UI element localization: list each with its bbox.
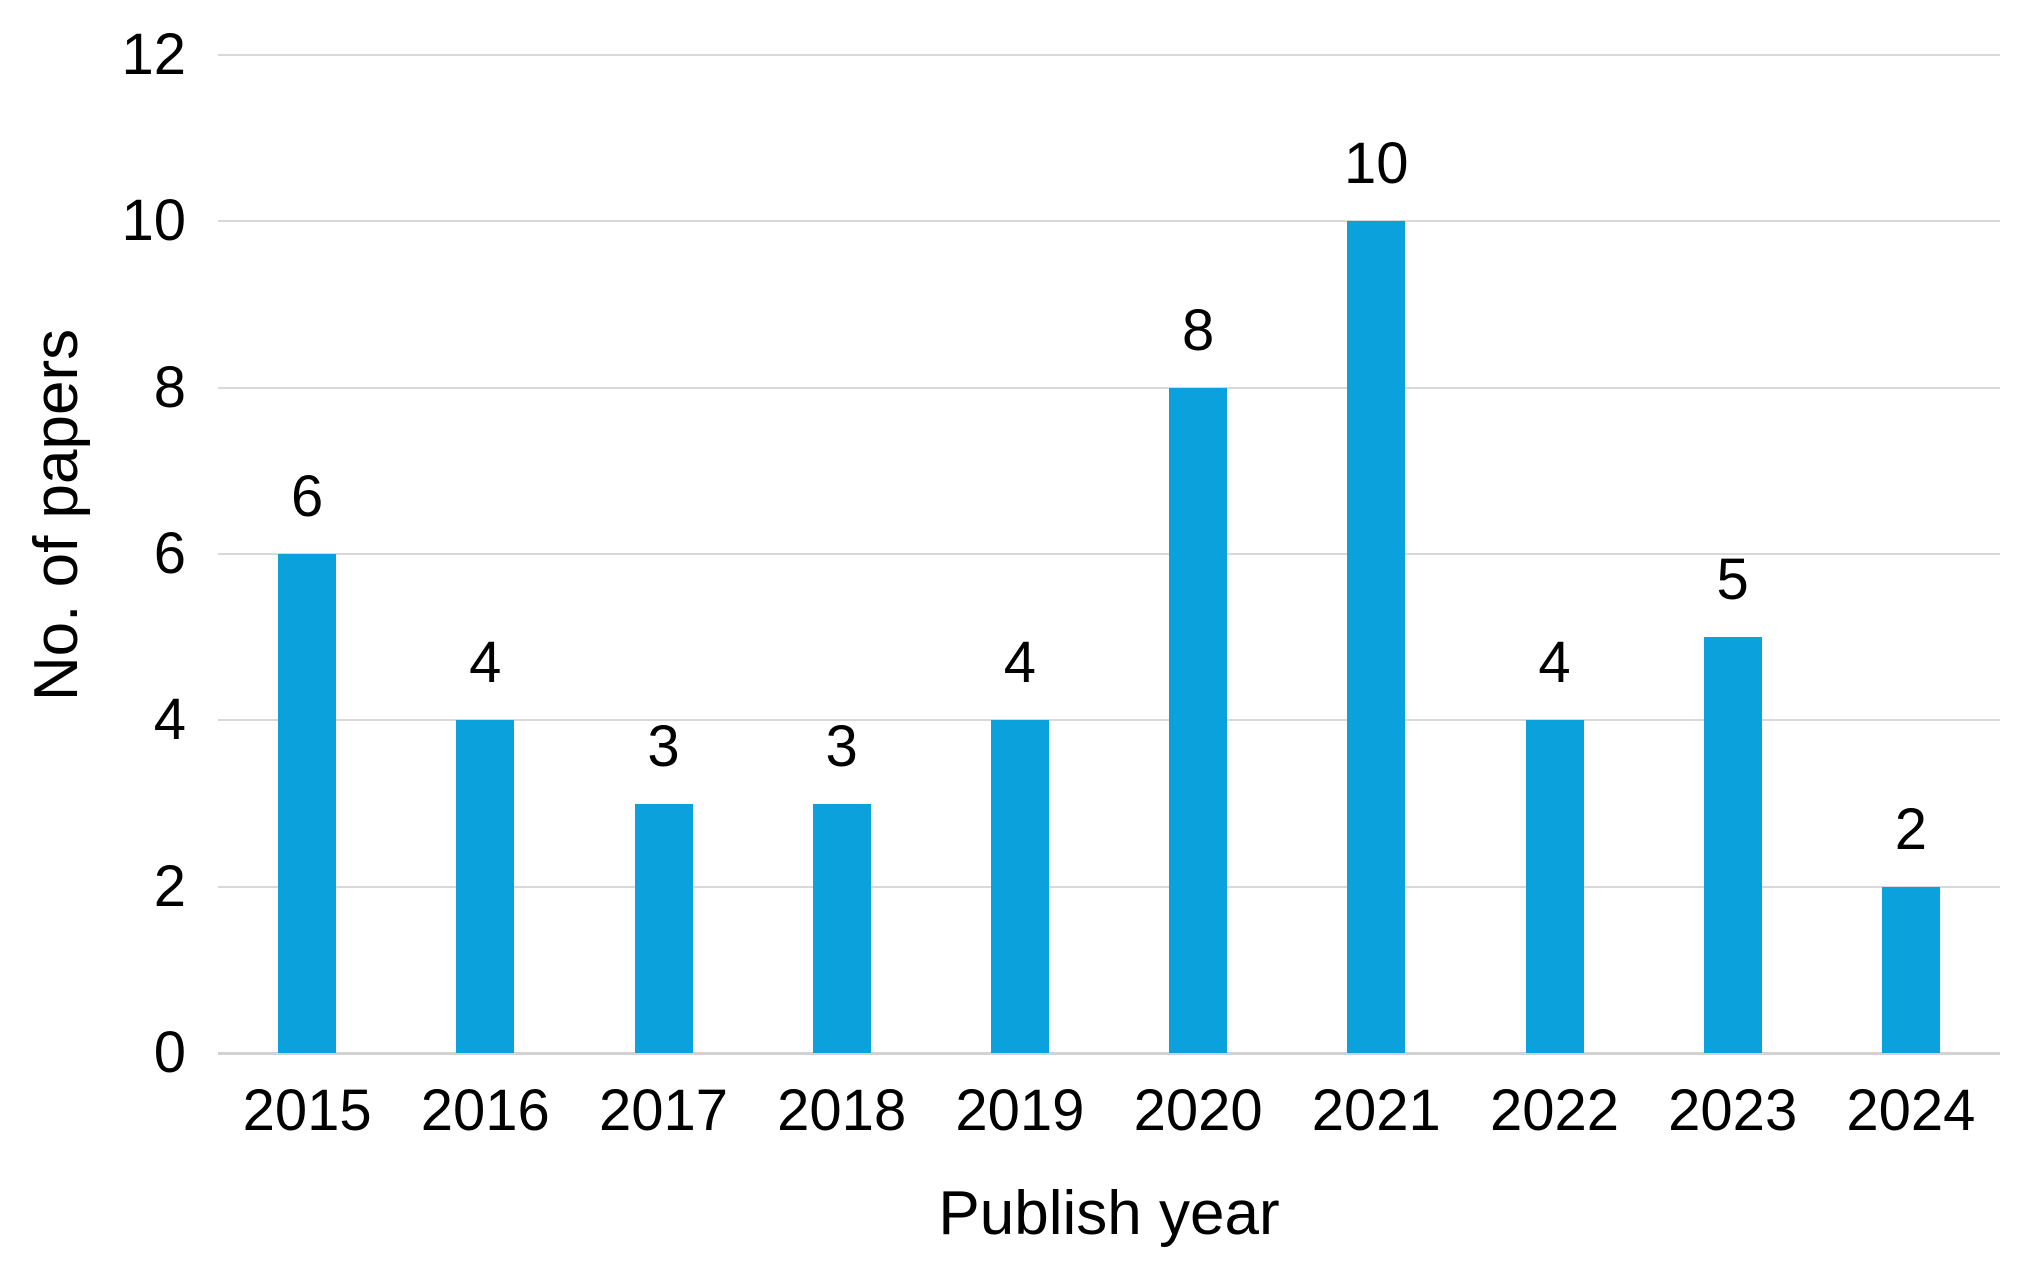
bar-2020 [1169, 387, 1228, 1053]
x-tick-label-2019: 2019 [955, 1078, 1085, 1143]
bar-2019 [990, 720, 1049, 1053]
gridline-y-10 [218, 220, 2000, 223]
data-label-2017: 3 [647, 713, 680, 779]
x-tick-label-2021: 2021 [1311, 1078, 1441, 1143]
gridline-y-8 [218, 386, 2000, 389]
bar-2024 [1881, 886, 1940, 1053]
plot-area: 6 4 3 3 4 8 10 4 5 2 [218, 54, 2000, 1055]
gridline-y-6 [218, 553, 2000, 555]
bar-2017 [634, 803, 693, 1053]
x-tick-label-2020: 2020 [1133, 1078, 1263, 1143]
bar-2018 [812, 803, 871, 1053]
x-tick-label-2018: 2018 [777, 1078, 907, 1143]
y-axis-title: No. of papers [22, 328, 91, 702]
bar-2023 [1703, 637, 1762, 1053]
data-label-2016: 4 [469, 630, 502, 696]
data-label-2020: 8 [1181, 297, 1215, 363]
data-label-2015: 6 [290, 464, 324, 529]
data-label-2018: 3 [825, 713, 858, 779]
x-tick-label-2017: 2017 [598, 1078, 729, 1143]
x-tick-label-2015: 2015 [242, 1078, 372, 1143]
data-label-2024: 2 [1894, 796, 1928, 862]
data-label-2019: 4 [1003, 630, 1037, 696]
x-axis-title: Publish year [938, 1179, 1280, 1248]
data-label-2021: 10 [1344, 131, 1409, 197]
bar-2021 [1347, 221, 1406, 1053]
gridline-y-4 [218, 719, 2000, 722]
bar-2015 [278, 554, 337, 1053]
gridline-y-12 [218, 54, 2000, 56]
gridline-y-2 [218, 885, 2000, 888]
y-tick-label-4: 4 [153, 687, 186, 753]
y-tick-label-12: 12 [121, 22, 186, 87]
bar-2022 [1525, 720, 1584, 1053]
y-tick-label-10: 10 [121, 188, 186, 254]
data-label-2022: 4 [1538, 630, 1571, 696]
bar-2016 [456, 720, 515, 1053]
x-tick-label-2024: 2024 [1846, 1078, 1976, 1143]
y-tick-label-0: 0 [153, 1020, 186, 1085]
x-tick-label-2016: 2016 [420, 1078, 550, 1143]
y-tick-label-8: 8 [153, 354, 186, 420]
y-tick-label-2: 2 [153, 853, 186, 919]
x-tick-label-2023: 2023 [1668, 1078, 1798, 1143]
y-tick-label-6: 6 [153, 521, 186, 586]
data-label-2023: 5 [1716, 547, 1749, 613]
x-axis-line [218, 1052, 2000, 1055]
x-tick-label-2022: 2022 [1489, 1078, 1620, 1143]
